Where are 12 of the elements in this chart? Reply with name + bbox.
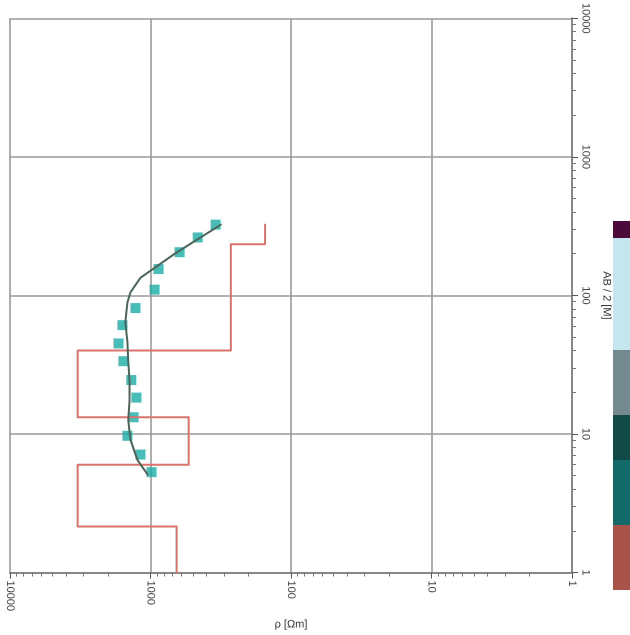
x-tick-label: 10000 <box>4 580 16 612</box>
x-axis-title: ρ [Ωm] <box>274 618 308 630</box>
x-tick-label: 1000 <box>144 580 156 605</box>
x-tick-label: 100 <box>285 580 297 599</box>
y-tick-label: 1 <box>580 569 592 576</box>
x-tick-label: 10 <box>426 580 438 593</box>
y-tick-label: 10 <box>580 428 592 440</box>
y-tick-label: 10000 <box>580 2 592 34</box>
y-axis-title: AB / 2 [M] <box>600 271 612 320</box>
x-tick-label: 1 <box>566 580 578 587</box>
y-tick-label: 100 <box>580 286 592 305</box>
y-tick-label: 1000 <box>580 144 592 170</box>
